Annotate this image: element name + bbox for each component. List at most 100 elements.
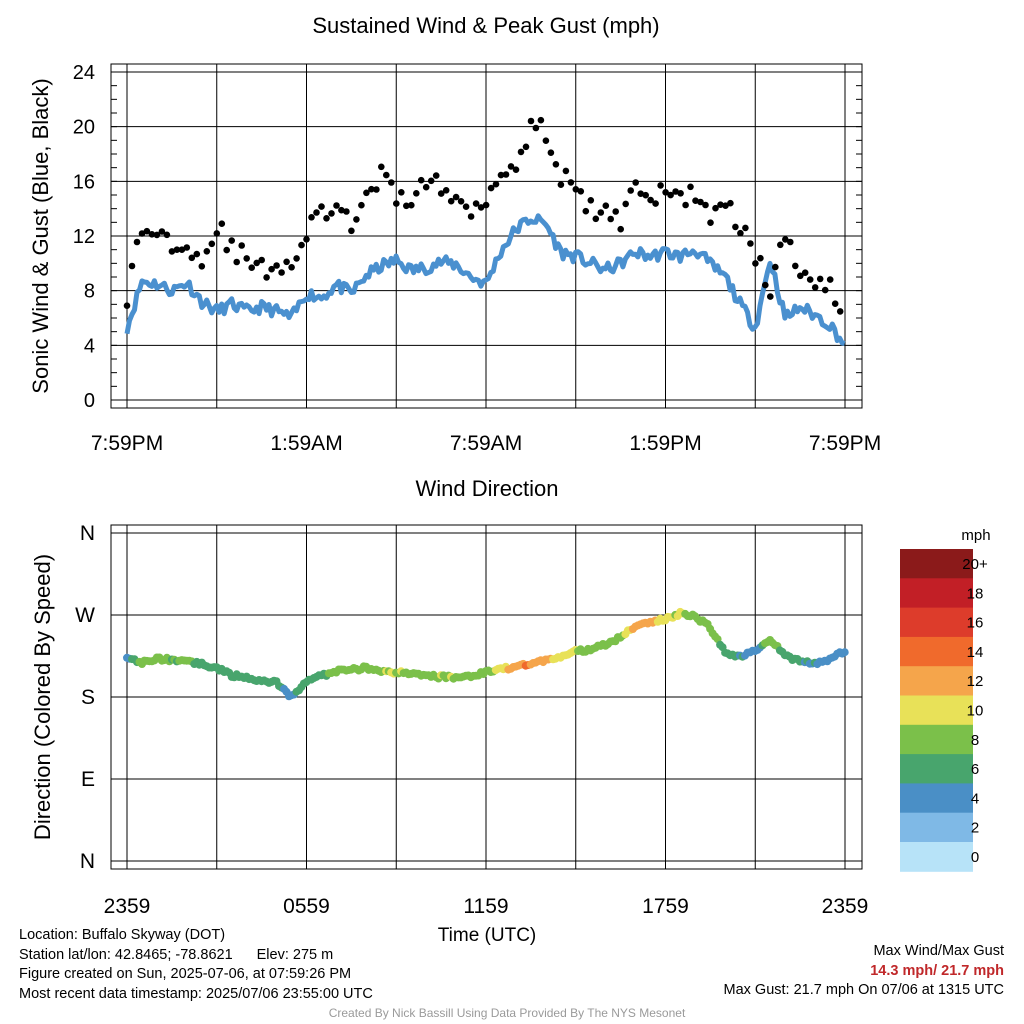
- peak-gust-point: [447, 197, 455, 205]
- figure-created-text: Figure created on Sun, 2025-07-06, at 07…: [19, 966, 352, 982]
- max-values-text: 14.3 mph/ 21.7 mph: [870, 962, 1004, 979]
- peak-gust-point: [547, 149, 555, 156]
- wind-chart-ytick-label: 4: [84, 335, 95, 357]
- peak-gust-point: [318, 203, 325, 210]
- peak-gust-point: [123, 302, 131, 310]
- peak-gust-point: [133, 238, 141, 246]
- peak-gust-point: [607, 215, 614, 223]
- peak-gust-point: [303, 236, 310, 243]
- peak-gust-point: [797, 272, 804, 280]
- peak-gust-point: [213, 230, 221, 237]
- peak-gust-point: [737, 229, 744, 237]
- peak-gust-point: [477, 204, 485, 211]
- peak-gust-point: [457, 198, 465, 205]
- peak-gust-point: [442, 187, 450, 194]
- max-gust-text: Max Gust: 21.7 mph On 07/06 at 1315 UTC: [723, 982, 1004, 998]
- colorbar-label: 14: [967, 644, 984, 661]
- peak-gust-point: [502, 171, 510, 178]
- peak-gust-point: [413, 190, 420, 197]
- peak-gust-point: [622, 200, 629, 208]
- peak-gust-point: [243, 255, 250, 262]
- peak-gust-point: [767, 293, 774, 300]
- peak-gust-point: [163, 231, 171, 239]
- peak-gust-point: [836, 308, 844, 315]
- peak-gust-point: [313, 209, 320, 216]
- direction-point: [840, 648, 849, 657]
- peak-gust-point: [816, 275, 824, 283]
- peak-gust-point: [682, 201, 689, 209]
- peak-gust-point: [183, 244, 191, 251]
- peak-gust-point: [647, 196, 654, 204]
- peak-gust-point: [532, 124, 540, 132]
- direction-chart-xlabel: Time (UTC): [438, 925, 537, 946]
- peak-gust-point: [233, 258, 240, 266]
- latlon-text: Station lat/lon: 42.8465; -78.8621: [19, 946, 233, 963]
- peak-gust-point: [811, 284, 819, 291]
- peak-gust-point: [472, 200, 480, 207]
- peak-gust-point: [777, 241, 784, 249]
- peak-gust-point: [542, 137, 550, 144]
- peak-gust-point: [373, 186, 380, 193]
- wind-xtick-label: 1:59PM: [629, 432, 701, 455]
- peak-gust-point: [398, 189, 405, 196]
- direction-chart-ytick-label: E: [81, 768, 95, 791]
- peak-gust-point: [587, 197, 595, 204]
- peak-gust-point: [323, 215, 330, 222]
- colorbar-swatch: [900, 666, 973, 696]
- colorbar-unit-label: mph: [961, 527, 990, 544]
- wind-chart-ylabel: Sonic Wind & Gust (Blue, Black): [28, 78, 53, 393]
- peak-gust-point: [642, 191, 649, 199]
- peak-gust-point: [258, 256, 266, 264]
- peak-gust-point: [268, 265, 275, 273]
- peak-gust-point: [378, 163, 385, 171]
- peak-gust-point: [353, 216, 360, 223]
- peak-gust-point: [208, 240, 216, 248]
- colorbar-swatch: [900, 812, 973, 843]
- peak-gust-point: [248, 264, 255, 272]
- colorbar-label: 0: [971, 849, 979, 866]
- direction-xtick-label: 0559: [283, 895, 330, 918]
- peak-gust-point: [408, 201, 415, 209]
- peak-gust-point: [572, 186, 580, 193]
- peak-gust-point: [417, 176, 425, 184]
- peak-gust-point: [662, 189, 669, 196]
- peak-gust-point: [328, 210, 335, 217]
- colorbar-label: 4: [971, 790, 979, 807]
- peak-gust-point: [333, 202, 340, 209]
- peak-gust-point: [652, 200, 659, 207]
- peak-gust-point: [343, 208, 350, 215]
- peak-gust-point: [522, 143, 530, 151]
- peak-gust-point: [632, 179, 639, 186]
- peak-gust-point: [537, 116, 545, 124]
- peak-gust-point: [422, 183, 430, 191]
- peak-gust-point: [697, 198, 704, 206]
- wind-chart-ytick-label: 16: [73, 171, 95, 193]
- direction-chart-ytick-label: W: [75, 604, 95, 627]
- peak-gust-point: [762, 281, 769, 289]
- peak-gust-point: [467, 213, 475, 220]
- peak-gust-point: [831, 300, 839, 308]
- colorbar-swatch: [900, 783, 973, 814]
- max-header-text: Max Wind/Max Gust: [873, 943, 1004, 959]
- peak-gust-point: [158, 228, 166, 235]
- colorbar-label: 6: [971, 761, 979, 778]
- peak-gust-point: [437, 190, 445, 197]
- peak-gust-point: [712, 204, 719, 212]
- peak-gust-point: [188, 254, 196, 262]
- peak-gust-point: [298, 241, 305, 249]
- peak-gust-point: [283, 258, 290, 266]
- peak-gust-point: [787, 238, 794, 246]
- peak-gust-point: [203, 248, 211, 255]
- peak-gust-point: [293, 255, 300, 262]
- direction-chart-ytick-label: S: [81, 686, 95, 709]
- peak-gust-point: [482, 201, 490, 209]
- peak-gust-point: [263, 274, 270, 281]
- peak-gust-point: [677, 190, 684, 197]
- peak-gust-point: [577, 188, 585, 195]
- wind-chart-ytick-label: 0: [84, 390, 95, 412]
- peak-gust-point: [492, 180, 500, 188]
- latlon-elev-text: Station lat/lon: 42.8465; -78.8621 Elev: …: [19, 946, 373, 966]
- peak-gust-point: [288, 264, 295, 271]
- peak-gust-point: [338, 206, 345, 214]
- peak-gust-point: [527, 117, 535, 125]
